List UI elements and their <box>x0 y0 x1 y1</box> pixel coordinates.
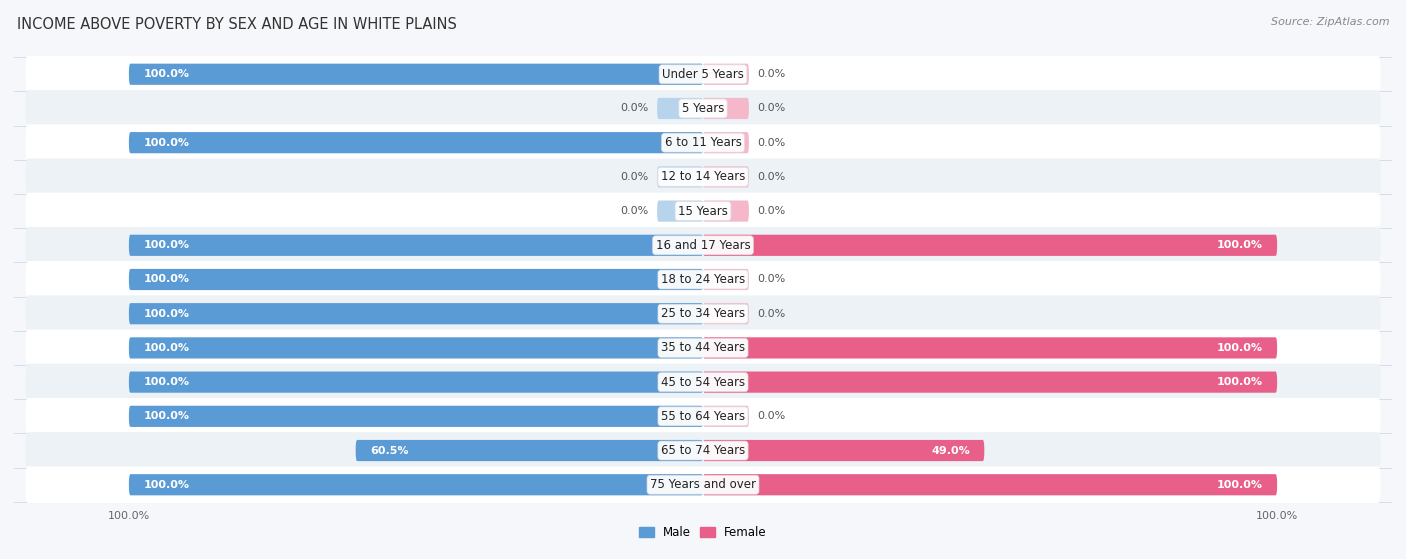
FancyBboxPatch shape <box>703 440 984 461</box>
FancyBboxPatch shape <box>25 227 1381 264</box>
Text: 100.0%: 100.0% <box>1216 343 1263 353</box>
Text: 100.0%: 100.0% <box>143 343 190 353</box>
FancyBboxPatch shape <box>129 406 703 427</box>
FancyBboxPatch shape <box>25 261 1381 298</box>
Text: 0.0%: 0.0% <box>758 69 786 79</box>
Text: Source: ZipAtlas.com: Source: ZipAtlas.com <box>1271 17 1389 27</box>
FancyBboxPatch shape <box>657 166 703 187</box>
FancyBboxPatch shape <box>129 337 703 358</box>
Text: 100.0%: 100.0% <box>143 377 190 387</box>
Text: 100.0%: 100.0% <box>143 138 190 148</box>
FancyBboxPatch shape <box>703 372 1277 393</box>
Text: 16 and 17 Years: 16 and 17 Years <box>655 239 751 252</box>
FancyBboxPatch shape <box>129 303 703 324</box>
FancyBboxPatch shape <box>356 440 703 461</box>
FancyBboxPatch shape <box>25 330 1381 366</box>
Text: 55 to 64 Years: 55 to 64 Years <box>661 410 745 423</box>
FancyBboxPatch shape <box>25 432 1381 469</box>
Text: 0.0%: 0.0% <box>758 103 786 113</box>
Text: 0.0%: 0.0% <box>620 172 648 182</box>
FancyBboxPatch shape <box>703 166 749 187</box>
Text: 49.0%: 49.0% <box>931 446 970 456</box>
Text: 100.0%: 100.0% <box>143 480 190 490</box>
FancyBboxPatch shape <box>25 124 1381 161</box>
FancyBboxPatch shape <box>129 474 703 495</box>
FancyBboxPatch shape <box>703 337 1277 358</box>
FancyBboxPatch shape <box>129 269 703 290</box>
Text: 25 to 34 Years: 25 to 34 Years <box>661 307 745 320</box>
Text: 0.0%: 0.0% <box>620 206 648 216</box>
FancyBboxPatch shape <box>129 235 703 256</box>
Text: 100.0%: 100.0% <box>143 309 190 319</box>
Text: 0.0%: 0.0% <box>758 309 786 319</box>
Legend: Male, Female: Male, Female <box>634 522 772 544</box>
FancyBboxPatch shape <box>25 90 1381 127</box>
FancyBboxPatch shape <box>129 132 703 153</box>
Text: Under 5 Years: Under 5 Years <box>662 68 744 80</box>
Text: 0.0%: 0.0% <box>758 138 786 148</box>
Text: 0.0%: 0.0% <box>758 274 786 285</box>
FancyBboxPatch shape <box>25 193 1381 229</box>
FancyBboxPatch shape <box>25 398 1381 435</box>
FancyBboxPatch shape <box>25 364 1381 400</box>
Text: 100.0%: 100.0% <box>143 69 190 79</box>
FancyBboxPatch shape <box>703 235 1277 256</box>
Text: 0.0%: 0.0% <box>620 103 648 113</box>
FancyBboxPatch shape <box>129 372 703 393</box>
Text: 5 Years: 5 Years <box>682 102 724 115</box>
FancyBboxPatch shape <box>129 64 703 85</box>
FancyBboxPatch shape <box>703 132 749 153</box>
Text: 18 to 24 Years: 18 to 24 Years <box>661 273 745 286</box>
Text: 100.0%: 100.0% <box>1216 480 1263 490</box>
FancyBboxPatch shape <box>25 159 1381 195</box>
Text: 45 to 54 Years: 45 to 54 Years <box>661 376 745 389</box>
Text: 100.0%: 100.0% <box>1216 377 1263 387</box>
Text: 0.0%: 0.0% <box>758 411 786 421</box>
Text: 0.0%: 0.0% <box>758 206 786 216</box>
Text: 100.0%: 100.0% <box>143 411 190 421</box>
FancyBboxPatch shape <box>703 474 1277 495</box>
FancyBboxPatch shape <box>703 98 749 119</box>
Text: 15 Years: 15 Years <box>678 205 728 217</box>
FancyBboxPatch shape <box>657 201 703 222</box>
FancyBboxPatch shape <box>703 269 749 290</box>
FancyBboxPatch shape <box>703 406 749 427</box>
Text: 6 to 11 Years: 6 to 11 Years <box>665 136 741 149</box>
Text: 60.5%: 60.5% <box>370 446 409 456</box>
FancyBboxPatch shape <box>25 295 1381 332</box>
Text: 75 Years and over: 75 Years and over <box>650 479 756 491</box>
Text: 65 to 74 Years: 65 to 74 Years <box>661 444 745 457</box>
FancyBboxPatch shape <box>657 98 703 119</box>
FancyBboxPatch shape <box>25 56 1381 93</box>
FancyBboxPatch shape <box>703 64 749 85</box>
Text: 35 to 44 Years: 35 to 44 Years <box>661 342 745 354</box>
Text: 0.0%: 0.0% <box>758 172 786 182</box>
FancyBboxPatch shape <box>703 303 749 324</box>
Text: 100.0%: 100.0% <box>143 240 190 250</box>
Text: 12 to 14 Years: 12 to 14 Years <box>661 170 745 183</box>
FancyBboxPatch shape <box>25 466 1381 503</box>
FancyBboxPatch shape <box>703 201 749 222</box>
Text: 100.0%: 100.0% <box>1216 240 1263 250</box>
Text: 100.0%: 100.0% <box>143 274 190 285</box>
Text: INCOME ABOVE POVERTY BY SEX AND AGE IN WHITE PLAINS: INCOME ABOVE POVERTY BY SEX AND AGE IN W… <box>17 17 457 32</box>
